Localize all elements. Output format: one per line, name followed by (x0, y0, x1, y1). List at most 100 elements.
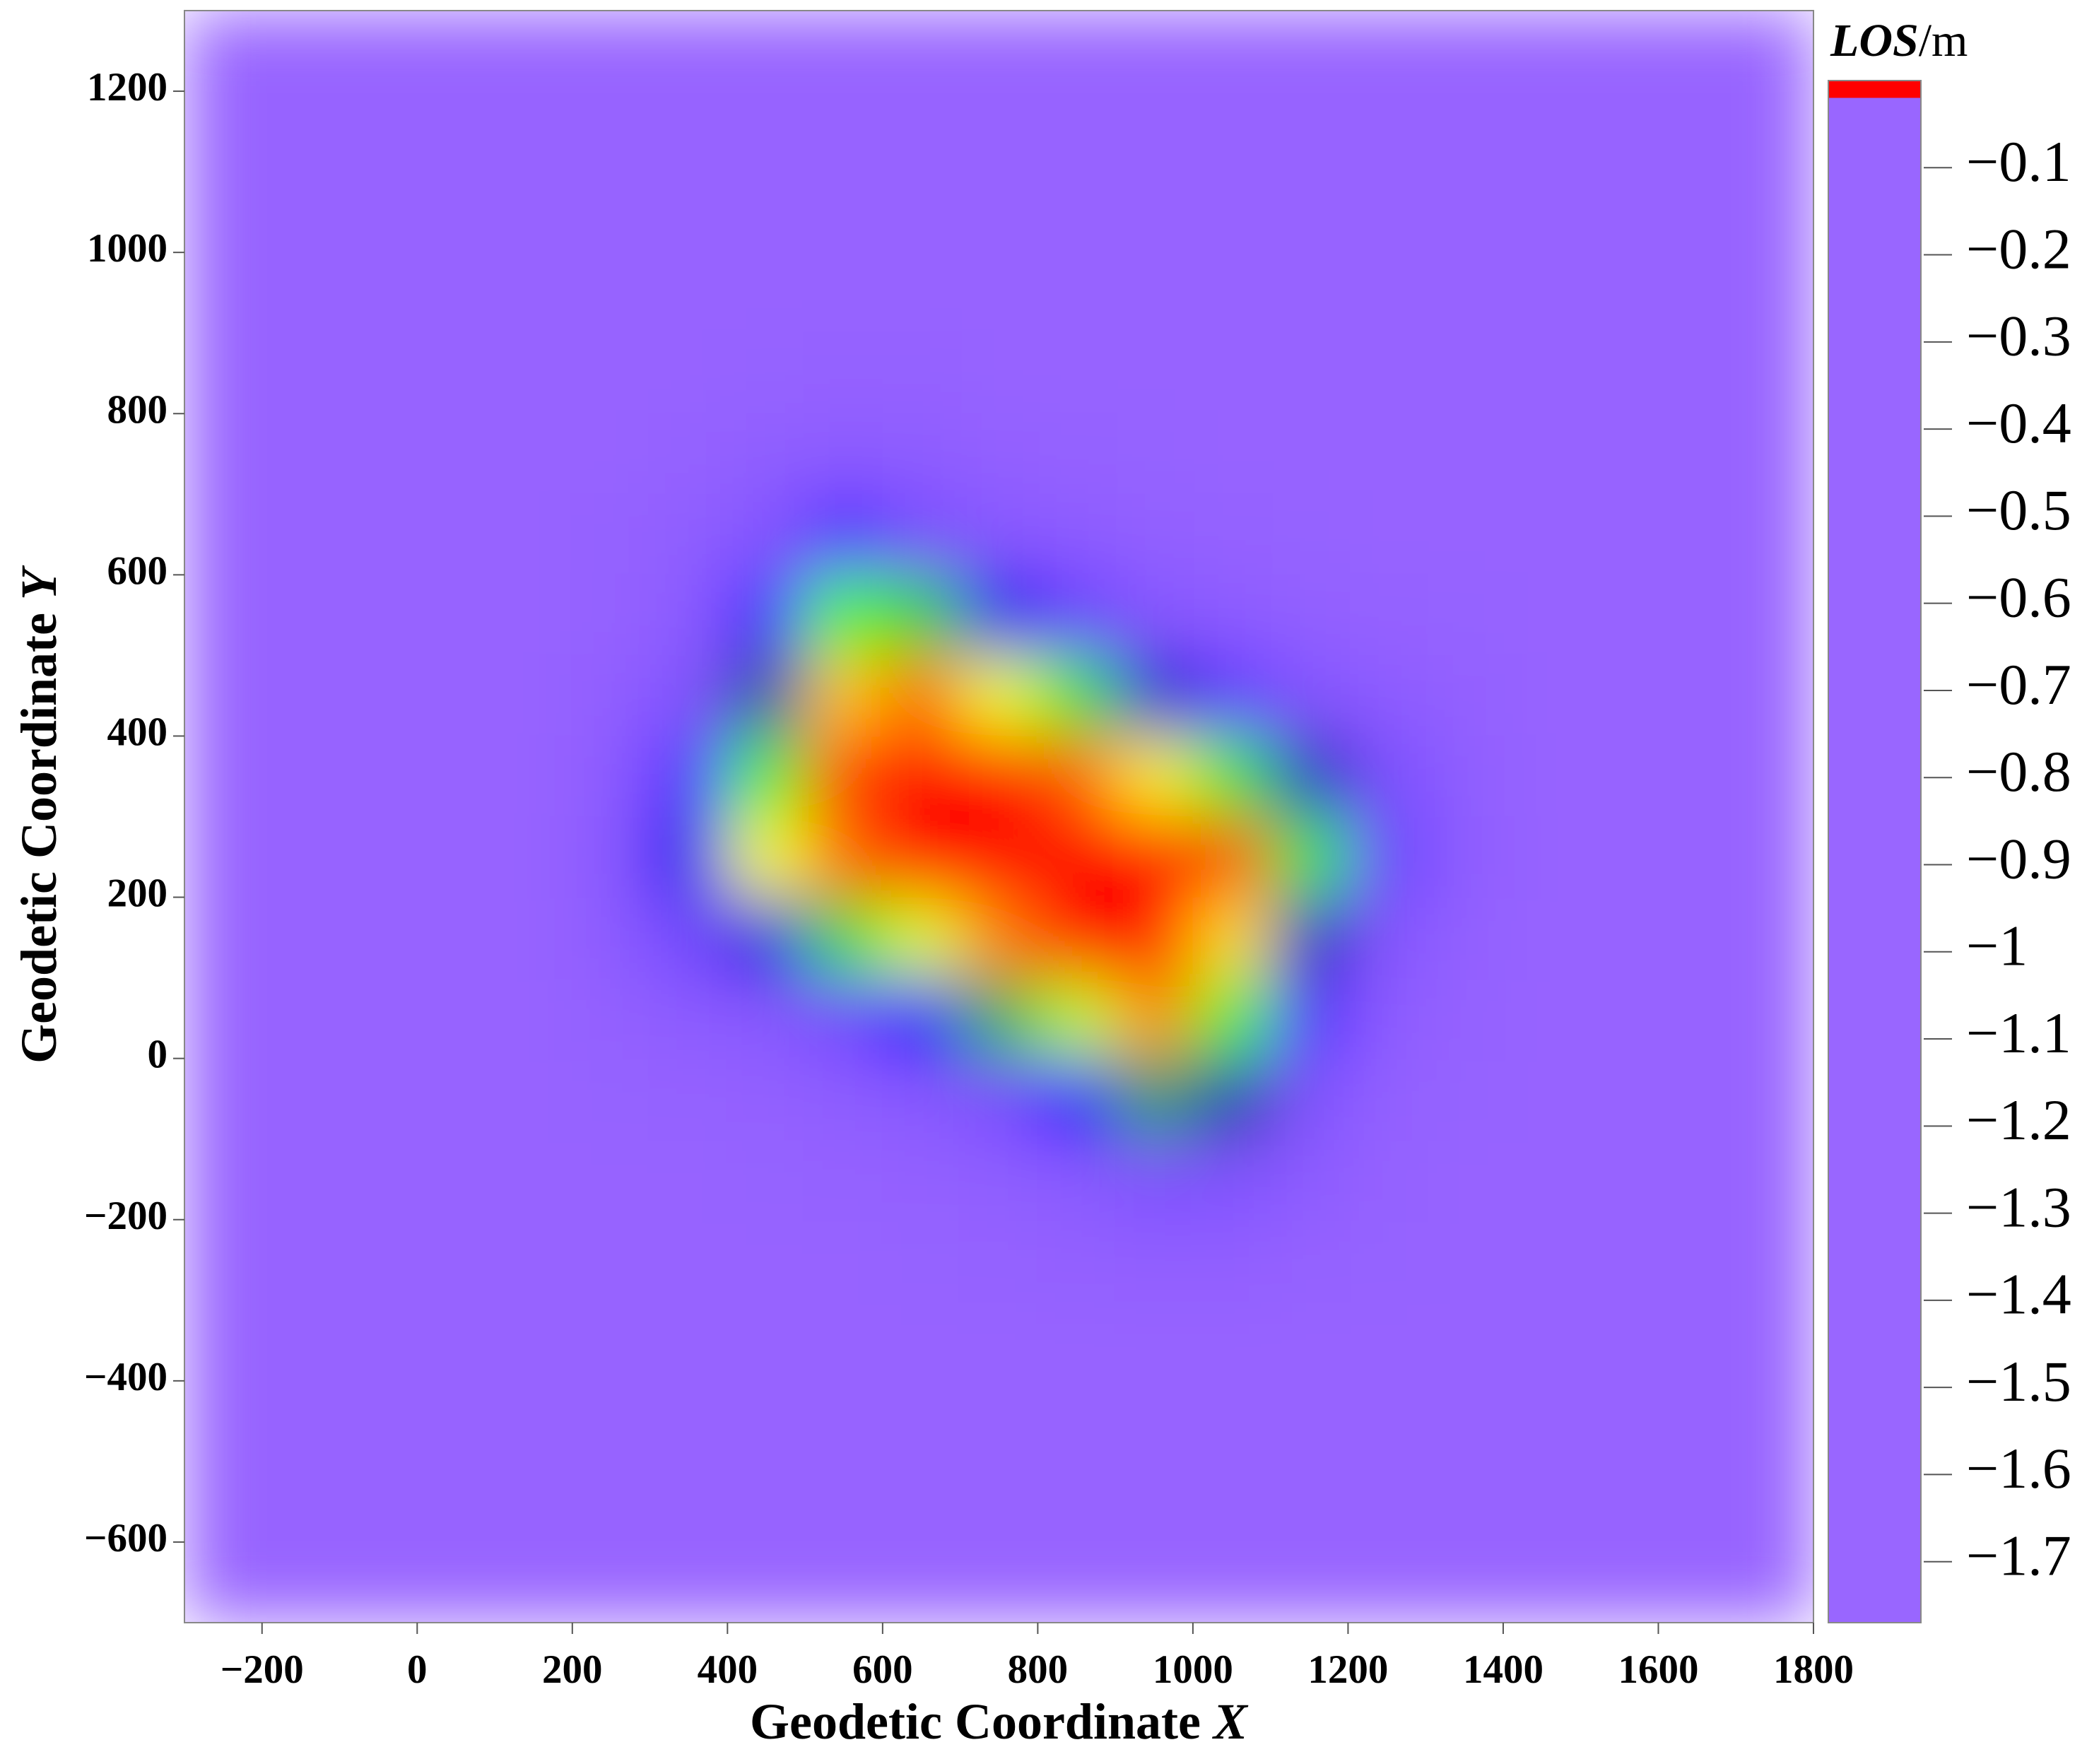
heatmap-cell (1115, 413, 1194, 495)
colorbar-title: LOS/m (1830, 15, 1968, 66)
heatmap-cell (960, 1139, 1038, 1221)
heatmap-cell (960, 736, 1038, 817)
heatmap-cell (1037, 1219, 1116, 1301)
heatmap-cell (727, 333, 806, 414)
heatmap-cell (649, 575, 728, 656)
heatmap-cell (572, 655, 651, 736)
heatmap-cell (805, 575, 883, 656)
heatmap-cell (1348, 1219, 1426, 1301)
heatmap-cell (649, 333, 728, 414)
heatmap-cell (1192, 977, 1271, 1059)
heatmap-cell (1425, 1300, 1504, 1623)
heatmap-cell (1503, 333, 1813, 414)
x-tick-label: 800 (1008, 1647, 1069, 1692)
y-tick-label: −400 (84, 1355, 167, 1399)
colorbar-tick-label: −0.8 (1966, 739, 2071, 804)
heatmap-cell (1115, 897, 1194, 979)
heatmap-cell (184, 897, 573, 979)
heatmap-cell (649, 1300, 728, 1623)
heatmap-cell (1037, 494, 1116, 575)
y-axis-title-var: Y (11, 565, 67, 600)
heatmap-cell (572, 333, 651, 414)
heatmap-cell (1425, 977, 1504, 1059)
heatmap-cell (1115, 1139, 1194, 1221)
colorbar-tick-label: −1.3 (1966, 1175, 2071, 1239)
heatmap-cell (1115, 816, 1194, 898)
x-tick-label: 400 (698, 1647, 758, 1692)
heatmap-cell (1425, 655, 1504, 736)
heatmap-cell (1270, 897, 1348, 979)
heatmap-cell (184, 575, 573, 656)
heatmap-cell (572, 977, 651, 1059)
heatmap-cell (184, 655, 573, 736)
heatmap-cell (1348, 1058, 1426, 1140)
heatmap-cell (184, 1300, 573, 1623)
heatmap-cell (1348, 977, 1426, 1059)
x-tick-label: 1400 (1463, 1647, 1544, 1692)
heatmap-cell (882, 1139, 961, 1221)
heatmap-cell (1270, 1300, 1348, 1623)
heatmap-cell (1348, 494, 1426, 575)
heatmap-cell (960, 333, 1038, 414)
heatmap-cell (1037, 333, 1116, 414)
heatmap-cell (1192, 1139, 1271, 1221)
heatmap-cell (1425, 1058, 1504, 1140)
heatmap-cell (882, 816, 961, 898)
heatmap-cell (727, 1139, 806, 1221)
heatmap-cell (1037, 977, 1116, 1059)
heatmap-cell (805, 655, 883, 736)
heatmap-cell (882, 1058, 961, 1140)
x-tick-label: 200 (542, 1647, 603, 1692)
heatmap-cell (572, 11, 651, 334)
heatmap-cell (1115, 11, 1194, 334)
heatmap-cell (184, 977, 573, 1059)
heatmap-cell (649, 1219, 728, 1301)
heatmap-cell (1270, 816, 1348, 898)
y-tick-label: −600 (84, 1516, 167, 1560)
heatmap-cell (1425, 816, 1504, 898)
y-tick-label: 1200 (87, 65, 167, 110)
heatmap-cell (184, 736, 573, 817)
heatmap-cell (184, 816, 573, 898)
heatmap-cell (960, 494, 1038, 575)
x-tick-label: 1000 (1153, 1647, 1233, 1692)
heatmap-cell (1270, 655, 1348, 736)
heatmap-cell (1503, 816, 1813, 898)
heatmap-cell (1425, 1139, 1504, 1221)
heatmap-cell (1503, 494, 1813, 575)
heatmap-cells (184, 11, 1813, 1623)
heatmap-cell (1115, 333, 1194, 414)
heatmap-cell (882, 333, 961, 414)
colorbar-title-unit: /m (1919, 15, 1968, 66)
heatmap-cell (1270, 575, 1348, 656)
heatmap-cell (727, 977, 806, 1059)
heatmap-cell (1037, 816, 1116, 898)
heatmap-cell (727, 11, 806, 334)
heatmap-cell (805, 494, 883, 575)
heatmap-cell (1503, 655, 1813, 736)
colorbar-tick-label: −0.3 (1966, 304, 2071, 368)
heatmap-cell (960, 977, 1038, 1059)
heatmap-cell (1115, 977, 1194, 1059)
x-tick-label: 1200 (1307, 1647, 1388, 1692)
heatmap-cell (572, 897, 651, 979)
heatmap-cell (1425, 413, 1504, 495)
y-tick-label: −200 (84, 1194, 167, 1238)
colorbar-tick-label: −0.1 (1966, 129, 2071, 194)
heatmap-cell (184, 1139, 573, 1221)
heatmap-cell (805, 1058, 883, 1140)
colorbar-tick-label: −1.2 (1966, 1088, 2071, 1152)
heatmap-cell (572, 736, 651, 817)
heatmap-cell (1348, 816, 1426, 898)
heatmap-cell (572, 1058, 651, 1140)
heatmap-cell (960, 655, 1038, 736)
heatmap-cell (1425, 575, 1504, 656)
heatmap-cell (184, 333, 573, 414)
heatmap-cell (1270, 333, 1348, 414)
heatmap-cell (649, 494, 728, 575)
x-tick-label: 600 (852, 1647, 913, 1692)
plot-frame (184, 10, 1814, 1623)
heatmap-cell (882, 575, 961, 656)
heatmap-cell (649, 413, 728, 495)
